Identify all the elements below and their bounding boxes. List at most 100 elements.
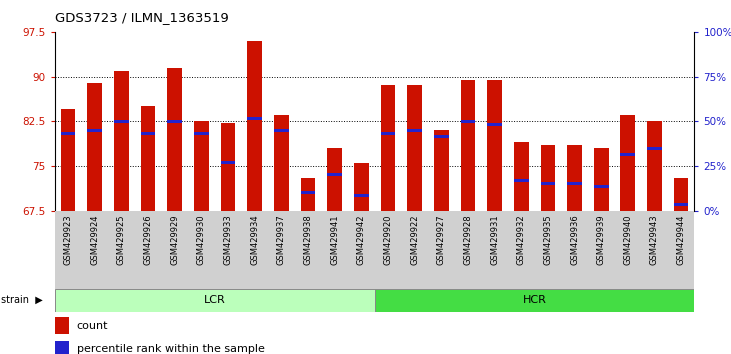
- Bar: [621, 115, 635, 211]
- Bar: [561, 211, 588, 289]
- Bar: [514, 142, 529, 211]
- Bar: [354, 163, 368, 211]
- Bar: [401, 211, 428, 289]
- Text: GSM429932: GSM429932: [517, 215, 526, 265]
- Bar: [647, 147, 662, 149]
- Bar: [514, 179, 529, 182]
- Bar: [508, 211, 534, 289]
- Bar: [354, 194, 368, 197]
- Bar: [428, 211, 455, 289]
- Bar: [295, 211, 322, 289]
- Text: GSM429925: GSM429925: [117, 215, 126, 265]
- Bar: [141, 132, 156, 135]
- Bar: [114, 120, 129, 123]
- Bar: [455, 211, 481, 289]
- Text: GSM429944: GSM429944: [677, 215, 686, 265]
- Text: GSM429923: GSM429923: [64, 215, 72, 265]
- Bar: [481, 211, 508, 289]
- Bar: [247, 117, 262, 120]
- Bar: [668, 211, 694, 289]
- Text: LCR: LCR: [204, 295, 226, 305]
- Bar: [567, 182, 582, 185]
- Bar: [55, 211, 81, 289]
- Bar: [135, 211, 162, 289]
- Bar: [300, 178, 315, 211]
- Bar: [621, 153, 635, 155]
- Bar: [167, 68, 182, 211]
- Bar: [300, 191, 315, 194]
- Bar: [55, 341, 69, 354]
- Text: GSM429920: GSM429920: [384, 215, 393, 265]
- Bar: [114, 70, 129, 211]
- Text: GSM429934: GSM429934: [250, 215, 260, 265]
- Bar: [488, 123, 502, 126]
- Text: GSM429933: GSM429933: [224, 215, 232, 265]
- Bar: [647, 121, 662, 211]
- Bar: [641, 211, 668, 289]
- Text: GSM429931: GSM429931: [490, 215, 499, 265]
- Text: GSM429928: GSM429928: [463, 215, 472, 265]
- Text: GSM429929: GSM429929: [170, 215, 179, 265]
- Text: GSM429926: GSM429926: [143, 215, 153, 265]
- Bar: [194, 121, 209, 211]
- Bar: [81, 211, 108, 289]
- Bar: [141, 106, 156, 211]
- Text: GSM429930: GSM429930: [197, 215, 206, 265]
- Bar: [88, 129, 102, 132]
- Bar: [407, 129, 422, 132]
- Text: GSM429936: GSM429936: [570, 215, 579, 265]
- Bar: [221, 123, 235, 211]
- Bar: [381, 132, 395, 135]
- Text: GSM429939: GSM429939: [596, 215, 606, 265]
- Bar: [615, 211, 641, 289]
- Bar: [534, 211, 561, 289]
- Bar: [88, 82, 102, 211]
- Bar: [108, 211, 135, 289]
- Text: GSM429924: GSM429924: [91, 215, 99, 265]
- Bar: [55, 317, 69, 334]
- Text: GSM429937: GSM429937: [277, 215, 286, 265]
- Bar: [274, 129, 289, 132]
- Text: count: count: [77, 321, 108, 331]
- Bar: [194, 132, 209, 135]
- Text: HCR: HCR: [523, 295, 547, 305]
- Bar: [322, 211, 348, 289]
- Bar: [461, 120, 475, 123]
- Bar: [461, 80, 475, 211]
- Bar: [674, 203, 689, 206]
- Bar: [434, 130, 449, 211]
- Bar: [594, 148, 608, 211]
- Bar: [247, 41, 262, 211]
- Bar: [374, 211, 401, 289]
- Bar: [540, 182, 556, 185]
- Bar: [488, 80, 502, 211]
- Bar: [167, 120, 182, 123]
- Bar: [674, 178, 689, 211]
- Bar: [348, 211, 374, 289]
- Bar: [374, 289, 694, 312]
- Text: GSM429940: GSM429940: [624, 215, 632, 265]
- Text: GSM429922: GSM429922: [410, 215, 419, 265]
- Bar: [274, 115, 289, 211]
- Text: percentile rank within the sample: percentile rank within the sample: [77, 344, 265, 354]
- Text: GSM429942: GSM429942: [357, 215, 366, 265]
- Bar: [594, 185, 608, 188]
- Bar: [61, 132, 75, 135]
- Bar: [567, 145, 582, 211]
- Bar: [188, 211, 215, 289]
- Text: strain  ▶: strain ▶: [1, 295, 42, 305]
- Text: GSM429927: GSM429927: [436, 215, 446, 265]
- Text: GSM429943: GSM429943: [650, 215, 659, 265]
- Bar: [407, 85, 422, 211]
- Bar: [268, 211, 295, 289]
- Bar: [61, 109, 75, 211]
- Bar: [327, 148, 342, 211]
- Bar: [221, 161, 235, 165]
- Bar: [215, 211, 241, 289]
- Bar: [434, 135, 449, 138]
- Bar: [162, 211, 188, 289]
- Text: GSM429941: GSM429941: [330, 215, 339, 265]
- Bar: [540, 145, 556, 211]
- Bar: [588, 211, 615, 289]
- Bar: [381, 85, 395, 211]
